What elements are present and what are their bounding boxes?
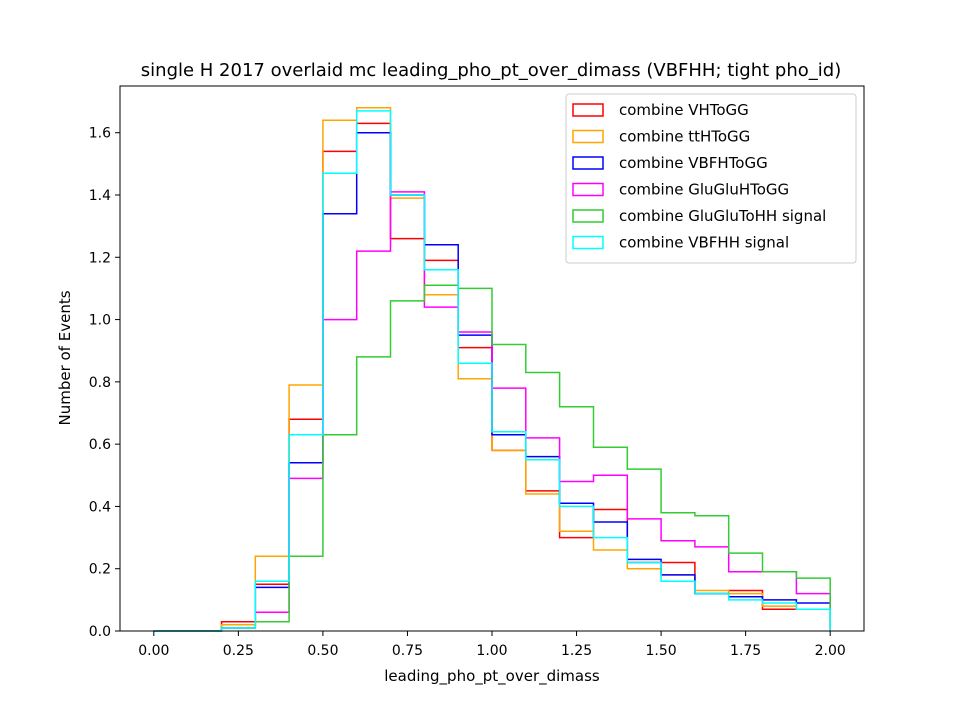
legend-swatch-2 <box>572 156 604 170</box>
y-tick-label: 1.2 <box>89 250 111 266</box>
x-tick-label: 1.00 <box>476 643 507 659</box>
y-tick-label: 0.6 <box>89 437 111 453</box>
x-tick-label: 1.50 <box>646 643 677 659</box>
legend-label-1: combine ttHToGG <box>619 128 750 146</box>
y-tick-label: 0.8 <box>89 375 111 391</box>
x-axis: 0.00 0.25 0.50 0.75 1.00 1.25 1.50 1.75 2.00 <box>138 631 846 659</box>
x-tick-label: 0.00 <box>138 643 169 659</box>
series-line-4 <box>153 284 831 632</box>
y-axis: 0.0 0.2 0.4 0.6 0.8 1.0 1.2 1.4 1.6 <box>89 126 120 640</box>
x-tick-label: 0.50 <box>307 643 338 659</box>
plot-area <box>153 107 831 632</box>
legend-label-4: combine GluGluToHH signal <box>619 207 826 225</box>
y-tick-label: 0.0 <box>89 624 111 640</box>
x-tick-label: 0.25 <box>223 643 254 659</box>
y-tick-label: 0.4 <box>89 499 111 515</box>
legend-swatch-3 <box>572 182 604 197</box>
y-tick-label: 1.0 <box>89 313 111 329</box>
y-tick-label: 0.2 <box>89 562 111 578</box>
x-tick-label: 1.25 <box>561 643 592 659</box>
y-tick-label: 1.4 <box>89 188 111 204</box>
legend-swatch-4 <box>572 209 604 223</box>
series-line-5 <box>153 110 831 632</box>
legend-swatch-1 <box>572 129 604 144</box>
y-tick-label: 1.6 <box>89 126 111 142</box>
legend-swatch-5 <box>572 235 604 250</box>
legend-label-2: combine VBFHToGG <box>619 154 768 172</box>
x-tick-label: 1.75 <box>730 643 761 659</box>
x-tick-label: 0.75 <box>392 643 423 659</box>
chart-title: single H 2017 overlaid mc leading_pho_pt… <box>141 60 841 81</box>
legend-box <box>565 93 857 264</box>
legend-label-5: combine VBFHH signal <box>619 234 789 252</box>
legend: combine VHToGG combine ttHToGG combine VBF… <box>565 93 857 264</box>
x-tick-label: 2.00 <box>815 643 846 659</box>
legend-label-0: combine VHToGG <box>619 101 749 119</box>
legend-label-3: combine GluGluHToGG <box>619 181 789 199</box>
legend-swatch-0 <box>572 103 604 117</box>
x-axis-label: leading_pho_pt_over_dimass <box>384 667 600 686</box>
y-axis-label: Number of Events <box>56 290 74 425</box>
